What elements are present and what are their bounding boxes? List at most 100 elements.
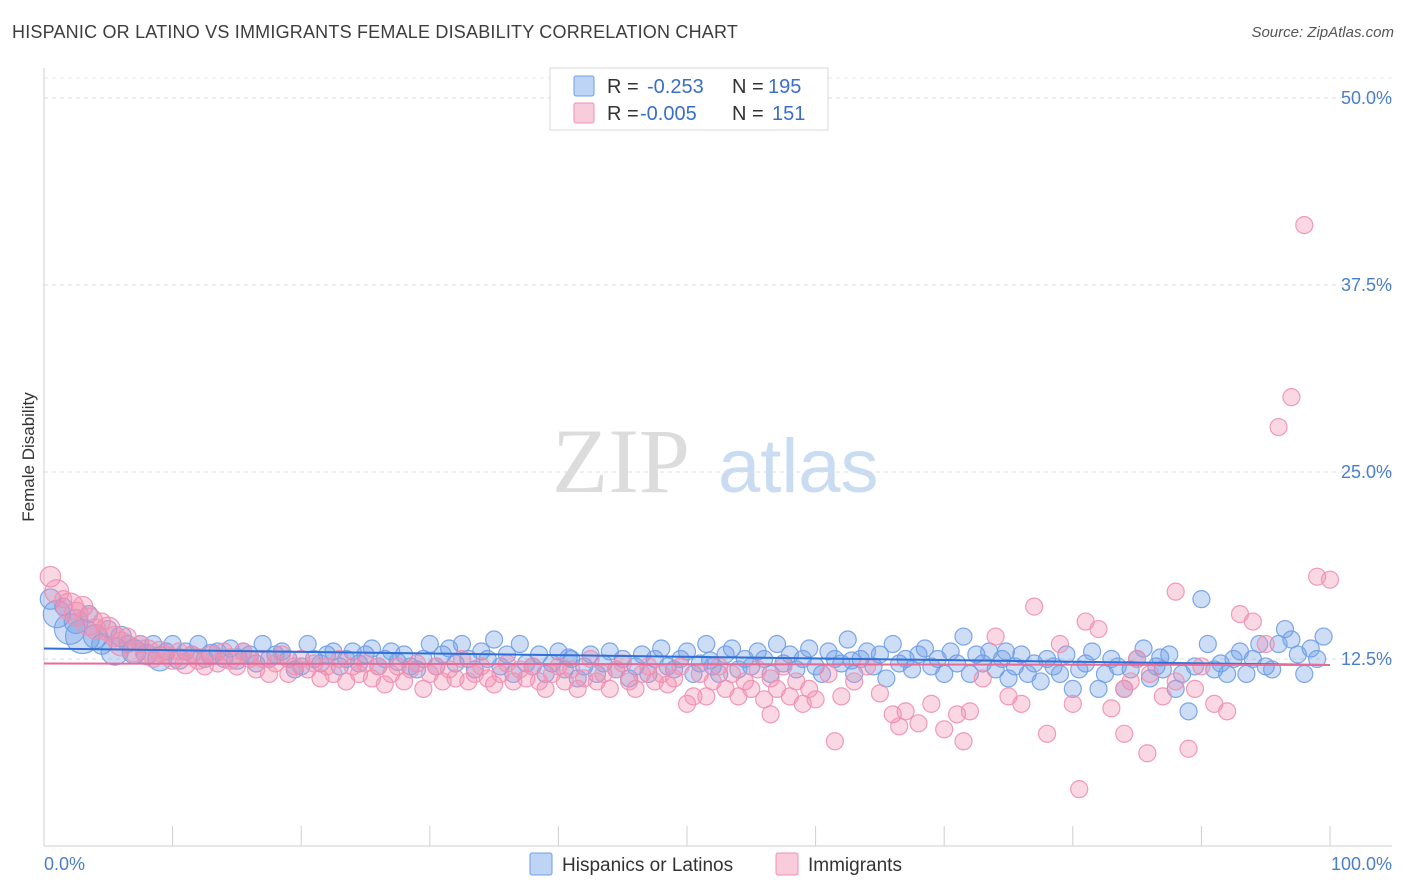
stats-r-label-0: R = bbox=[607, 76, 639, 98]
immigrants-point-161 bbox=[1121, 672, 1140, 691]
stats-r-value-0: -0.253 bbox=[647, 76, 704, 98]
immigrants-point-109 bbox=[742, 679, 761, 699]
hispanics-point-124 bbox=[838, 630, 857, 649]
immigrants-point-149 bbox=[1192, 657, 1211, 676]
hispanics-point-154 bbox=[1031, 672, 1050, 691]
immigrants-point-98 bbox=[671, 657, 690, 676]
watermark-zip: ZIP bbox=[552, 410, 690, 512]
immigrants-point-141 bbox=[1089, 619, 1108, 639]
stats-swatch-immigrants bbox=[573, 102, 595, 124]
immigrants-point-81 bbox=[562, 660, 581, 679]
immigrants-point-2 bbox=[54, 590, 73, 609]
stats-swatch-hispanics bbox=[573, 75, 595, 97]
hispanics-point-158 bbox=[1057, 645, 1076, 664]
stats-r-value-1: -0.005 bbox=[640, 103, 697, 125]
immigrants-point-143 bbox=[1115, 679, 1134, 699]
series-immigrants-points bbox=[39, 215, 1340, 799]
immigrants-point-132 bbox=[973, 669, 992, 688]
watermark-atlas: atlas bbox=[718, 424, 879, 509]
immigrants-point-87 bbox=[600, 679, 619, 699]
immigrants-point-159 bbox=[1320, 570, 1340, 589]
hispanics-point-180 bbox=[1198, 634, 1217, 654]
immigrants-point-99 bbox=[677, 694, 697, 713]
y-tick-label-0: 12.5% bbox=[1341, 649, 1392, 669]
immigrants-point-151 bbox=[1218, 702, 1237, 721]
y-tick-label-2: 37.5% bbox=[1341, 275, 1392, 295]
immigrants-point-112 bbox=[761, 669, 780, 688]
immigrants-point-168 bbox=[1138, 744, 1157, 763]
trend-lines bbox=[43, 647, 1331, 666]
immigrants-point-69 bbox=[485, 675, 504, 694]
hispanics-point-93 bbox=[639, 664, 658, 684]
immigrants-point-3 bbox=[55, 592, 84, 621]
immigrants-point-137 bbox=[1037, 724, 1057, 743]
immigrants-point-138 bbox=[1050, 634, 1070, 654]
stats-n-label-0: N = bbox=[732, 76, 764, 98]
immigrants-point-82 bbox=[568, 679, 587, 699]
chart-title: HISPANIC OR LATINO VS IMMIGRANTS FEMALE … bbox=[12, 22, 739, 42]
hispanics-point-199 bbox=[1151, 648, 1170, 667]
y-tick-label-3: 50.0% bbox=[1341, 88, 1392, 108]
hispanics-point-110 bbox=[748, 642, 767, 661]
immigrants-point-119 bbox=[806, 690, 825, 709]
x-tick-label-min: 0.0% bbox=[44, 854, 85, 874]
immigrants-point-145 bbox=[1140, 664, 1160, 684]
hispanics-point-120 bbox=[812, 664, 832, 684]
immigrants-point-139 bbox=[1063, 694, 1082, 713]
immigrants-point-129 bbox=[935, 720, 954, 739]
hispanics-point-17 bbox=[147, 646, 173, 672]
hispanics-point-102 bbox=[697, 634, 716, 654]
hispanics-point-195 bbox=[1295, 664, 1314, 684]
hispanics-trend-line bbox=[43, 647, 1331, 666]
immigrants-point-154 bbox=[1256, 634, 1275, 654]
immigrants-point-124 bbox=[870, 684, 890, 703]
immigrants-point-126 bbox=[896, 702, 915, 721]
immigrants-point-102 bbox=[697, 687, 716, 706]
immigrants-point-121 bbox=[832, 687, 851, 706]
hispanics-point-69 bbox=[485, 630, 504, 649]
immigrants-point-77 bbox=[536, 679, 555, 699]
hispanics-point-104 bbox=[710, 664, 729, 684]
stats-n-label-1: N = bbox=[732, 103, 764, 125]
immigrants-point-108 bbox=[735, 672, 754, 691]
legend-label-hispanics: Hispanics or Latinos bbox=[562, 855, 733, 876]
hispanics-point-33 bbox=[253, 634, 272, 654]
hispanics-point-159 bbox=[1063, 679, 1082, 699]
immigrants-point-91 bbox=[626, 679, 645, 699]
immigrants-point-65 bbox=[459, 672, 478, 691]
hispanics-point-196 bbox=[1301, 639, 1320, 658]
source-label: Source: ZipAtlas.com bbox=[1251, 24, 1394, 41]
hispanics-point-203 bbox=[559, 648, 578, 667]
hispanics-point-170 bbox=[1134, 639, 1153, 658]
hispanics-point-179 bbox=[1192, 590, 1211, 609]
axes bbox=[43, 68, 1392, 847]
immigrants-point-163 bbox=[890, 717, 909, 736]
immigrants-point-165 bbox=[761, 705, 780, 724]
immigrants-point-75 bbox=[523, 657, 542, 676]
legend-swatch-hispanics bbox=[529, 852, 553, 876]
immigrants-point-147 bbox=[1166, 672, 1185, 691]
hispanics-point-155 bbox=[1037, 649, 1057, 669]
immigrants-point-5 bbox=[71, 595, 94, 618]
hispanics-point-111 bbox=[755, 649, 774, 669]
hispanics-point-73 bbox=[510, 634, 529, 654]
immigrants-point-155 bbox=[1269, 417, 1288, 437]
immigrants-point-127 bbox=[909, 714, 928, 733]
hispanics-point-177 bbox=[1179, 702, 1198, 721]
hispanics-point-201 bbox=[842, 651, 861, 670]
hispanics-point-163 bbox=[1089, 679, 1108, 699]
legend-label-immigrants: Immigrants bbox=[808, 855, 902, 876]
immigrants-point-128 bbox=[922, 694, 941, 713]
immigrants-point-160 bbox=[1185, 679, 1205, 699]
series-legend: Hispanics or Latinos Immigrants bbox=[529, 852, 902, 876]
immigrants-point-120 bbox=[819, 664, 838, 684]
hispanics-point-162 bbox=[1082, 642, 1102, 661]
immigrants-point-131 bbox=[960, 702, 980, 721]
immigrants-point-111 bbox=[755, 690, 774, 709]
immigrants-point-136 bbox=[1025, 597, 1044, 616]
immigrants-point-52 bbox=[375, 675, 394, 694]
immigrants-point-58 bbox=[414, 679, 433, 699]
immigrants-point-36 bbox=[272, 645, 292, 664]
x-tick-marks bbox=[43, 826, 1331, 846]
